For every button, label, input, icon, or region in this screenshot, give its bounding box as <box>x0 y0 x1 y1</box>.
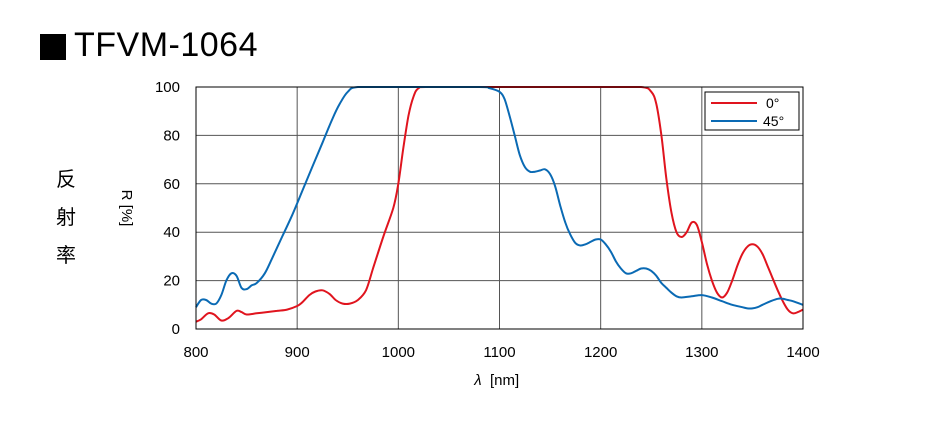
y-tick-label: 100 <box>155 79 180 96</box>
legend-box <box>704 91 800 131</box>
legend: 0° 45° <box>704 91 800 131</box>
page-title: TFVM-1064 <box>74 26 258 64</box>
y-tick-label: 40 <box>163 224 180 241</box>
plot-frame <box>195 86 804 330</box>
side-label-char: 率 <box>56 243 76 267</box>
side-label-char: 射 <box>56 205 76 229</box>
tick-labels: 800 900 1000 1100 1200 1300 1400 0 20 40 60 80 100 <box>155 79 820 361</box>
y-tick-label: 20 <box>163 273 180 290</box>
x-tick-label: 1400 <box>786 344 819 361</box>
y-tick-label: 80 <box>163 127 180 144</box>
x-tick-label: 1000 <box>382 344 415 361</box>
y-axis-label: R [%] <box>118 190 135 227</box>
x-axis-label-symbol: λ <box>473 372 481 389</box>
x-tick-label: 1100 <box>483 344 515 361</box>
y-tick-label: 60 <box>163 176 180 193</box>
side-label-char: 反 <box>56 167 76 191</box>
x-tick-label: 1200 <box>584 344 617 361</box>
title-bullet-square <box>40 34 66 60</box>
series-line-45deg <box>195 86 804 310</box>
x-tick-label: 1300 <box>685 344 718 361</box>
x-tick-label: 800 <box>183 344 208 361</box>
legend-label-0deg: 0° <box>766 95 779 111</box>
x-tick-label: 900 <box>285 344 310 361</box>
legend-label-45deg: 45° <box>763 113 784 129</box>
side-label-reflectance: 反 射 率 <box>52 160 80 274</box>
x-axis-label-unit: [nm] <box>490 372 519 389</box>
grid <box>196 87 803 329</box>
y-tick-label: 0 <box>172 321 180 338</box>
